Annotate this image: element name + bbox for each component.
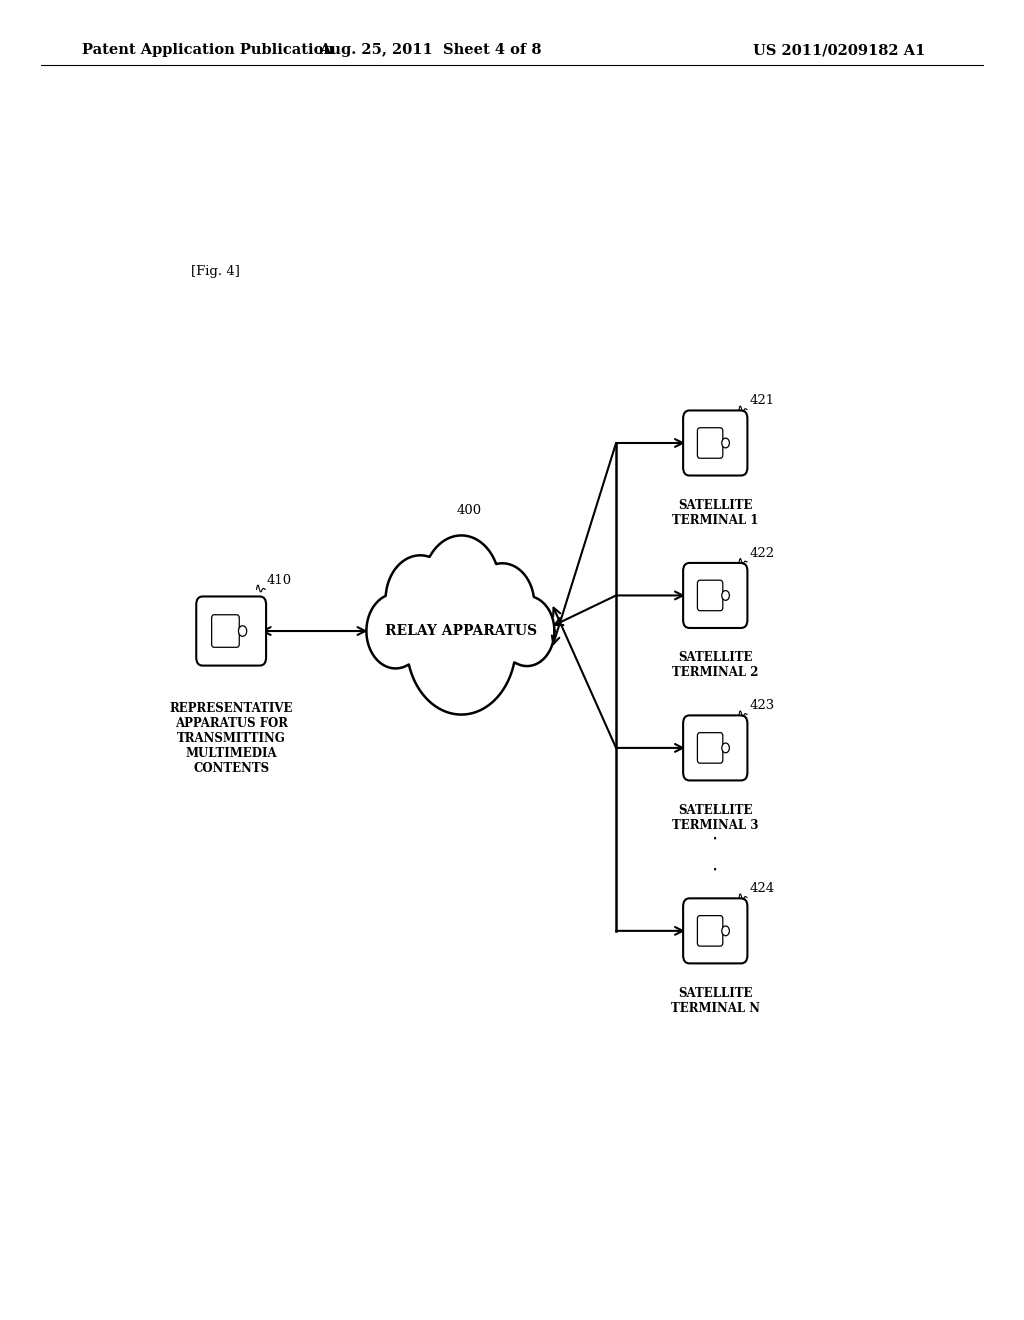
Text: RELAY APPARATUS: RELAY APPARATUS [385, 624, 538, 638]
Text: 400: 400 [457, 504, 482, 517]
FancyBboxPatch shape [697, 916, 723, 946]
Polygon shape [367, 536, 554, 714]
Text: 424: 424 [750, 882, 774, 895]
FancyBboxPatch shape [697, 581, 723, 611]
FancyBboxPatch shape [683, 899, 748, 964]
Circle shape [239, 626, 247, 636]
Text: ⋅: ⋅ [712, 800, 719, 818]
Text: SATELLITE
TERMINAL 1: SATELLITE TERMINAL 1 [672, 499, 759, 527]
Text: US 2011/0209182 A1: US 2011/0209182 A1 [754, 44, 926, 57]
Circle shape [722, 590, 729, 601]
FancyBboxPatch shape [683, 562, 748, 628]
Text: 421: 421 [750, 395, 774, 408]
FancyBboxPatch shape [697, 733, 723, 763]
Text: [Fig. 4]: [Fig. 4] [191, 265, 241, 279]
Text: SATELLITE
TERMINAL 2: SATELLITE TERMINAL 2 [672, 651, 759, 680]
Text: ⋅: ⋅ [712, 861, 719, 879]
Text: 410: 410 [267, 574, 292, 587]
Text: SATELLITE
TERMINAL 3: SATELLITE TERMINAL 3 [672, 804, 759, 832]
FancyBboxPatch shape [197, 597, 266, 665]
FancyBboxPatch shape [683, 411, 748, 475]
Text: 422: 422 [750, 546, 774, 560]
Text: SATELLITE
TERMINAL N: SATELLITE TERMINAL N [671, 987, 760, 1015]
Circle shape [722, 743, 729, 752]
Text: REPRESENTATIVE
APPARATUS FOR
TRANSMITTING
MULTIMEDIA
CONTENTS: REPRESENTATIVE APPARATUS FOR TRANSMITTIN… [169, 702, 293, 775]
FancyBboxPatch shape [697, 428, 723, 458]
Text: Aug. 25, 2011  Sheet 4 of 8: Aug. 25, 2011 Sheet 4 of 8 [318, 44, 542, 57]
Text: 423: 423 [750, 700, 774, 713]
Circle shape [722, 438, 729, 447]
Text: Patent Application Publication: Patent Application Publication [82, 44, 334, 57]
Text: ⋅: ⋅ [712, 830, 719, 849]
Circle shape [722, 927, 729, 936]
FancyBboxPatch shape [683, 715, 748, 780]
FancyBboxPatch shape [212, 615, 240, 647]
